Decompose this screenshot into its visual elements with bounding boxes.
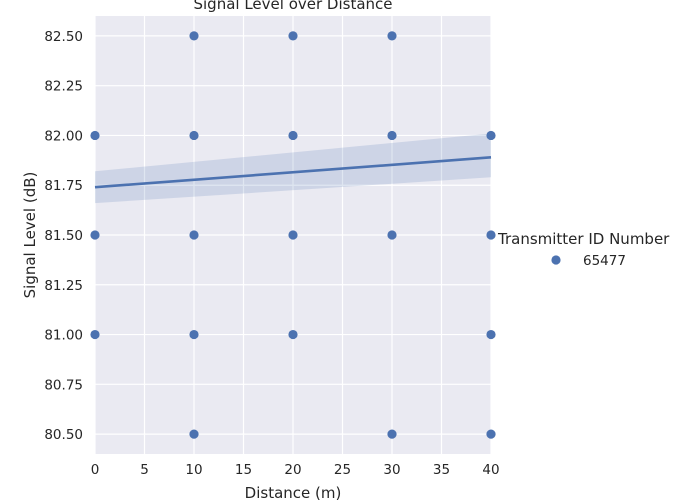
data-point bbox=[387, 31, 397, 41]
y-tick-label: 81.25 bbox=[44, 278, 83, 294]
data-point bbox=[90, 230, 100, 240]
data-point bbox=[387, 230, 397, 240]
x-tick-label: 5 bbox=[140, 462, 149, 478]
data-point bbox=[387, 130, 397, 141]
data-point bbox=[189, 230, 199, 240]
data-point bbox=[288, 130, 298, 141]
x-axis-title: Distance (m) bbox=[245, 484, 342, 500]
chart-title: Signal Level over Distance bbox=[193, 0, 392, 13]
regression-line bbox=[94, 156, 492, 189]
data-point bbox=[90, 130, 100, 141]
y-tick-labels: 80.50 80.75 81.00 81.25 81.50 81.75 82.00 82.25… bbox=[44, 29, 83, 443]
data-point bbox=[189, 429, 199, 439]
y-tick-label: 82.00 bbox=[44, 128, 83, 144]
data-point bbox=[288, 329, 298, 340]
data-point bbox=[486, 429, 496, 439]
x-tick-label: 20 bbox=[284, 462, 301, 478]
legend-title: Transmitter ID Number bbox=[497, 230, 670, 248]
y-tick-label: 81.50 bbox=[44, 228, 83, 244]
y-axis-title: Signal Level (dB) bbox=[21, 172, 39, 299]
confidence-band-area bbox=[95, 133, 491, 204]
data-point bbox=[288, 31, 298, 41]
legend: Transmitter ID Number 65477 bbox=[497, 230, 670, 269]
x-tick-label: 0 bbox=[91, 462, 100, 478]
x-tick-label: 25 bbox=[334, 462, 351, 478]
legend-label: 65477 bbox=[583, 253, 626, 269]
x-tick-label: 40 bbox=[482, 462, 499, 478]
y-tick-label: 81.75 bbox=[44, 178, 83, 194]
data-point bbox=[486, 130, 496, 141]
data-point bbox=[189, 329, 199, 340]
y-tick-label: 81.00 bbox=[44, 328, 83, 344]
y-tick-label: 80.75 bbox=[44, 377, 83, 393]
data-point bbox=[486, 329, 496, 340]
data-point bbox=[387, 429, 397, 439]
y-tick-label: 82.50 bbox=[44, 29, 83, 45]
x-tick-labels: 0 5 10 15 20 25 30 35 40 bbox=[91, 462, 500, 478]
data-point bbox=[189, 130, 199, 141]
regression-line-group bbox=[94, 156, 492, 189]
y-tick-label: 80.50 bbox=[44, 427, 83, 443]
x-tick-label: 35 bbox=[433, 462, 450, 478]
x-tick-label: 15 bbox=[235, 462, 252, 478]
data-point bbox=[486, 230, 496, 240]
confidence-band bbox=[95, 133, 491, 204]
x-tick-label: 10 bbox=[185, 462, 202, 478]
data-points bbox=[90, 31, 496, 439]
legend-marker bbox=[551, 255, 561, 265]
data-point bbox=[189, 31, 199, 41]
data-point bbox=[288, 230, 298, 240]
data-point bbox=[90, 329, 100, 340]
x-tick-label: 30 bbox=[383, 462, 400, 478]
y-tick-label: 82.25 bbox=[44, 79, 83, 95]
